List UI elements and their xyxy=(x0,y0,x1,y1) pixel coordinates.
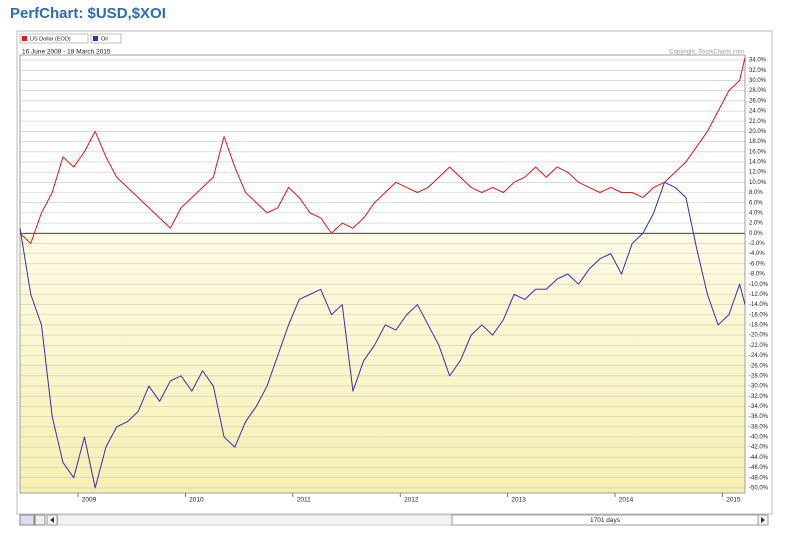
x-tick-label: 2012 xyxy=(404,497,419,504)
y-tick-label: 8.0% xyxy=(749,190,763,196)
y-tick-label: -36.0% xyxy=(749,414,769,420)
negative-zone xyxy=(20,233,745,494)
y-tick-label: -10.0% xyxy=(749,282,769,288)
arrow-icon xyxy=(50,517,54,523)
y-tick-label: 20.0% xyxy=(749,129,767,135)
y-tick-label: -50.0% xyxy=(749,485,769,491)
plot-area: -50.0% -48.0% -46.0% -44.0% -42.0% -40.0% -38.… xyxy=(19,54,769,504)
y-tick-label: -28.0% xyxy=(749,373,769,379)
x-tick-label: 2013 xyxy=(511,497,526,504)
positive-zone xyxy=(20,55,745,234)
y-tick-label: -42.0% xyxy=(749,445,769,451)
y-tick-label: -8.0% xyxy=(749,272,765,278)
y-tick-label: 4.0% xyxy=(749,210,763,216)
x-tick-label: 2010 xyxy=(189,497,204,504)
y-tick-label: 32.0% xyxy=(749,68,767,74)
y-tick-label: -40.0% xyxy=(749,435,769,441)
y-tick-label: -34.0% xyxy=(749,404,769,410)
y-tick-label: 2.0% xyxy=(749,221,763,227)
y-tick-label: 16.0% xyxy=(749,149,767,155)
y-tick-label: -30.0% xyxy=(749,384,769,390)
y-tick-label: 34.0% xyxy=(749,58,767,64)
legend-box xyxy=(90,33,122,44)
tool-icon[interactable] xyxy=(34,514,46,526)
y-tick-label: 14.0% xyxy=(749,160,767,166)
y-tick-label: -24.0% xyxy=(749,353,769,359)
arrow-icon xyxy=(761,517,765,523)
y-tick-label: 28.0% xyxy=(749,88,767,94)
y-tick-label: 6.0% xyxy=(749,200,763,206)
y-tick-label: -4.0% xyxy=(749,251,765,257)
y-tick-label: 12.0% xyxy=(749,170,767,176)
y-tick-label: -6.0% xyxy=(749,261,765,267)
scroll-label: 1701 days xyxy=(590,517,621,524)
legend-label: Oil xyxy=(101,36,108,42)
y-tick-label: 18.0% xyxy=(749,139,767,145)
plot-border xyxy=(19,54,746,494)
y-tick-label: 24.0% xyxy=(749,109,767,115)
y-tick-label: 30.0% xyxy=(749,78,767,84)
y-tick-label: -48.0% xyxy=(749,475,769,481)
y-tick-label: -14.0% xyxy=(749,302,769,308)
tool-icon[interactable] xyxy=(19,514,35,526)
y-tick-label: 10.0% xyxy=(749,180,767,186)
y-tick-label: 22.0% xyxy=(749,119,767,125)
legend-label: US Dollar (EOD) xyxy=(30,36,71,42)
page-title: PerfChart: $USD,$XOI xyxy=(10,5,166,22)
y-tick-label: 26.0% xyxy=(749,98,767,104)
y-tick-label: -46.0% xyxy=(749,465,769,471)
y-tick-label: -44.0% xyxy=(749,455,769,461)
x-tick-label: 2011 xyxy=(297,497,311,504)
x-tick-label: 2014 xyxy=(619,497,634,504)
legend-swatch xyxy=(22,36,27,41)
x-tick-label: 2015 xyxy=(726,497,741,504)
series-line xyxy=(19,181,746,489)
y-tick-label: -22.0% xyxy=(749,343,769,349)
y-tick-label: -2.0% xyxy=(749,241,765,247)
y-tick-label: -38.0% xyxy=(749,424,769,430)
x-tick-label: 2009 xyxy=(82,497,97,504)
y-tick-label: -32.0% xyxy=(749,394,769,400)
y-tick-label: 0.0% xyxy=(749,231,763,237)
y-tick-label: -18.0% xyxy=(749,323,769,329)
series-line xyxy=(19,57,746,244)
y-tick-label: -20.0% xyxy=(749,333,769,339)
subtitle: 16 June 2008 - 18 March 2015 xyxy=(22,49,111,56)
y-tick-label: -16.0% xyxy=(749,312,769,318)
legend: US Dollar (EOD) Oil xyxy=(19,33,122,44)
legend-box xyxy=(19,33,89,44)
y-tick-label: -26.0% xyxy=(749,363,769,369)
legend-swatch xyxy=(93,36,98,41)
copyright: Copyright, StockCharts.com xyxy=(669,50,744,56)
y-tick-label: -12.0% xyxy=(749,292,769,298)
